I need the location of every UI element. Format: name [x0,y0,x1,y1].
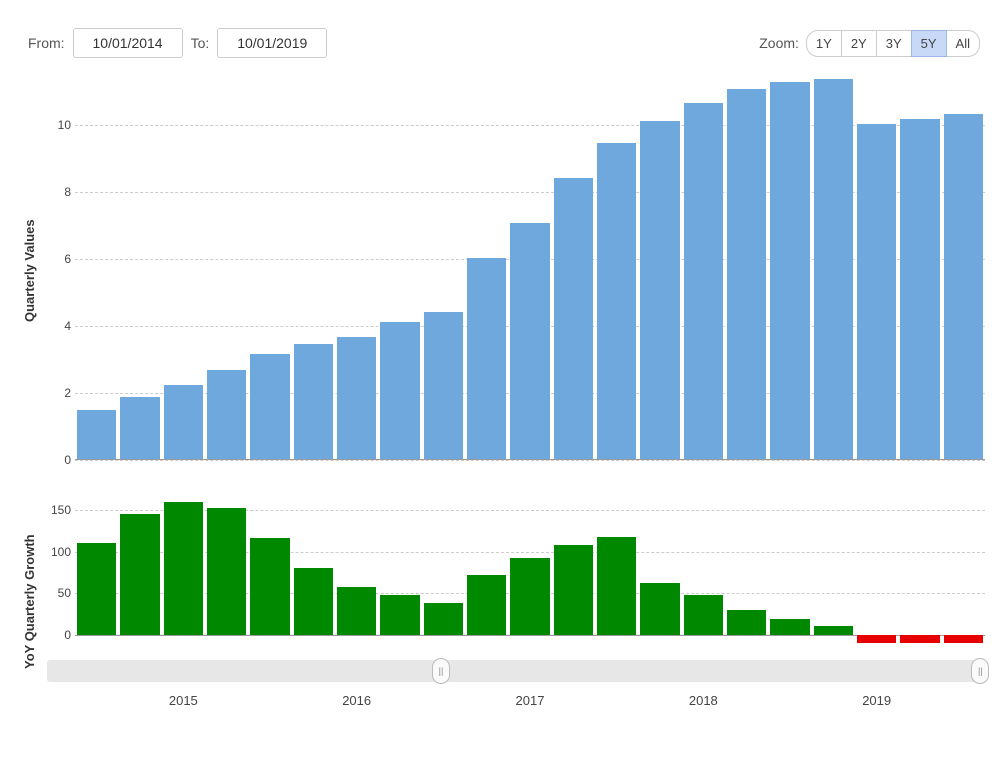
chart2-bar [640,583,679,636]
zoom-label: Zoom: [759,35,799,51]
chart2-bar [597,537,636,635]
chart2-bar [250,538,289,636]
chart1-bar [640,121,679,459]
chart2-bar [294,568,333,635]
zoom-button-3y[interactable]: 3Y [876,30,912,57]
chart2-bar [857,635,896,643]
chart1-bar [814,79,853,459]
chart2-y-tick: 100 [43,545,71,559]
x-axis-tick: 2015 [169,693,198,708]
chart1-y-tick: 10 [47,118,71,132]
chart2-bar [727,610,766,635]
chart1-bar [944,114,983,459]
chart2-bar [510,558,549,635]
chart2-bar [944,635,983,643]
chart1-bar [857,124,896,459]
chart2-bar [120,514,159,635]
chart2-bar [77,543,116,635]
zoom-button-2y[interactable]: 2Y [841,30,877,57]
chart2-bar [380,595,419,635]
to-label: To: [191,35,210,51]
chart1-y-tick: 2 [47,386,71,400]
chart1-bar [467,258,506,459]
chart1-y-label: Quarterly Values [22,219,37,322]
chart1-bar [250,354,289,459]
date-range-controls: From: To: [28,28,327,58]
x-axis-tick: 2016 [342,693,371,708]
chart1-bar [380,322,419,459]
chart1-bar [77,410,116,459]
chart2-y-tick: 50 [43,586,71,600]
zoom-button-all[interactable]: All [946,30,980,57]
chart1-bar [207,370,246,459]
chart1-y-tick: 0 [47,453,71,467]
chart2-bar [900,635,939,643]
zoom-button-group: 1Y2Y3Y5YAll [807,30,980,57]
chart1-y-tick: 6 [47,252,71,266]
x-axis-tick: 2017 [516,693,545,708]
zoom-button-5y[interactable]: 5Y [911,30,947,57]
chart1-gridline [75,460,985,461]
x-axis-tick: 2018 [689,693,718,708]
chart2-bar [207,508,246,636]
chart1-bar [510,223,549,459]
chart1-bar [900,119,939,459]
chart2-plot-area [75,485,985,685]
to-date-input[interactable] [217,28,327,58]
chart2-bar [684,595,723,635]
chart1-bar [597,143,636,459]
chart1-plot-area [75,65,985,460]
chart2-bar [554,545,593,635]
chart1-bar [554,178,593,459]
chart2-y-label: YoY Quarterly Growth [22,534,37,669]
chart1-bar [120,397,159,459]
chart2-bar [424,603,463,635]
range-slider-handle-right[interactable]: || [971,658,989,684]
chart1-y-tick: 4 [47,319,71,333]
chart2-y-tick: 150 [43,503,71,517]
chart1-bar [164,385,203,459]
chart2-bar [467,575,506,635]
chart1-bar [337,337,376,459]
chart2-bar [814,626,853,635]
chart1-y-tick: 8 [47,185,71,199]
chart2-y-tick: 0 [43,628,71,642]
top-controls: From: To: Zoom: 1Y2Y3Y5YAll [0,0,1000,68]
chart1-bar [424,312,463,459]
chart2-gridline [75,635,985,636]
range-slider-handle-left[interactable]: || [432,658,450,684]
from-date-input[interactable] [73,28,183,58]
zoom-controls: Zoom: 1Y2Y3Y5YAll [759,30,980,57]
x-axis-tick: 2019 [862,693,891,708]
range-slider-track[interactable]: || || [47,660,985,682]
chart2-bar [770,619,809,635]
zoom-button-1y[interactable]: 1Y [806,30,842,57]
chart1-bar [727,89,766,459]
chart1-bar [294,344,333,459]
chart2-bar [164,502,203,635]
chart1-bar [770,82,809,459]
chart1-bar [684,103,723,460]
chart2-bar [337,587,376,635]
from-label: From: [28,35,65,51]
